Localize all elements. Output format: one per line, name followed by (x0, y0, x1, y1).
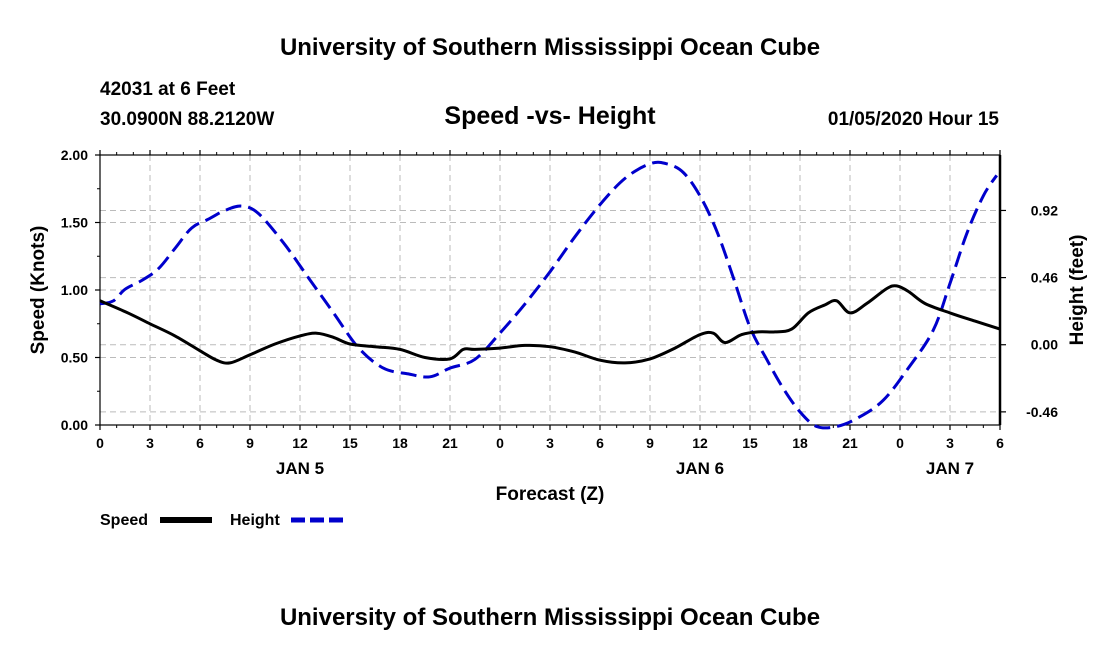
x-tick-label: 21 (442, 435, 458, 451)
x-tick-label: 15 (342, 435, 358, 451)
grid (100, 155, 1000, 425)
legend: Speed Height (100, 512, 343, 529)
coords-label: 30.0900N 88.2120W (100, 109, 274, 130)
x-tick-label: 21 (842, 435, 858, 451)
legend-speed-label: Speed (100, 512, 148, 529)
x-tick-label: 3 (946, 435, 954, 451)
series-line-height (99, 160, 998, 430)
x-tick-label: 0 (96, 435, 104, 451)
y-axis-label: Speed (Knots) (28, 226, 49, 355)
x-axis-label: Forecast (Z) (496, 484, 605, 505)
y-tick-label: 2.00 (61, 147, 88, 163)
series (99, 160, 1001, 430)
tick-labels: 0 3 6 9 12 15 18 21 0 3 6 9 12 15 18 21 0 3 6 0.00 0.50 1.00 1… (61, 147, 1058, 478)
station-label: 42031 at 6 Feet (100, 79, 236, 100)
x-tick-label: 6 (596, 435, 604, 451)
series-line-speed (99, 284, 1001, 365)
y2-tick-label: 0.00 (1031, 337, 1058, 353)
y2-tick-label: 0.46 (1031, 270, 1058, 286)
y2-axis-label: Height (feet) (1067, 235, 1088, 346)
y-tick-label: 0.50 (61, 350, 88, 366)
x-tick-label: 12 (692, 435, 708, 451)
x-tick-label: 6 (196, 435, 204, 451)
x-tick-label: 3 (146, 435, 154, 451)
day-label: JAN 5 (276, 459, 324, 478)
chart-title: Speed -vs- Height (444, 102, 656, 130)
x-tick-label: 0 (896, 435, 904, 451)
ticks (95, 150, 1006, 430)
footer-title: University of Southern Mississippi Ocean… (280, 604, 820, 631)
x-tick-label: 9 (646, 435, 654, 451)
datetime-label: 01/05/2020 Hour 15 (828, 109, 1000, 130)
x-tick-label: 12 (292, 435, 308, 451)
x-tick-label: 18 (792, 435, 808, 451)
legend-height-label: Height (230, 512, 280, 529)
x-tick-label: 0 (496, 435, 504, 451)
x-tick-label: 6 (996, 435, 1004, 451)
day-label: JAN 7 (926, 459, 974, 478)
day-label: JAN 6 (676, 459, 724, 478)
y-tick-label: 1.00 (61, 282, 88, 298)
y2-tick-label: -0.46 (1026, 404, 1058, 420)
x-tick-label: 3 (546, 435, 554, 451)
y-tick-label: 0.00 (61, 417, 88, 433)
x-tick-label: 9 (246, 435, 254, 451)
y-tick-label: 1.50 (61, 215, 88, 231)
x-tick-label: 18 (392, 435, 408, 451)
page-title: University of Southern Mississippi Ocean… (280, 34, 820, 61)
x-tick-label: 15 (742, 435, 758, 451)
y2-tick-label: 0.92 (1031, 202, 1058, 218)
